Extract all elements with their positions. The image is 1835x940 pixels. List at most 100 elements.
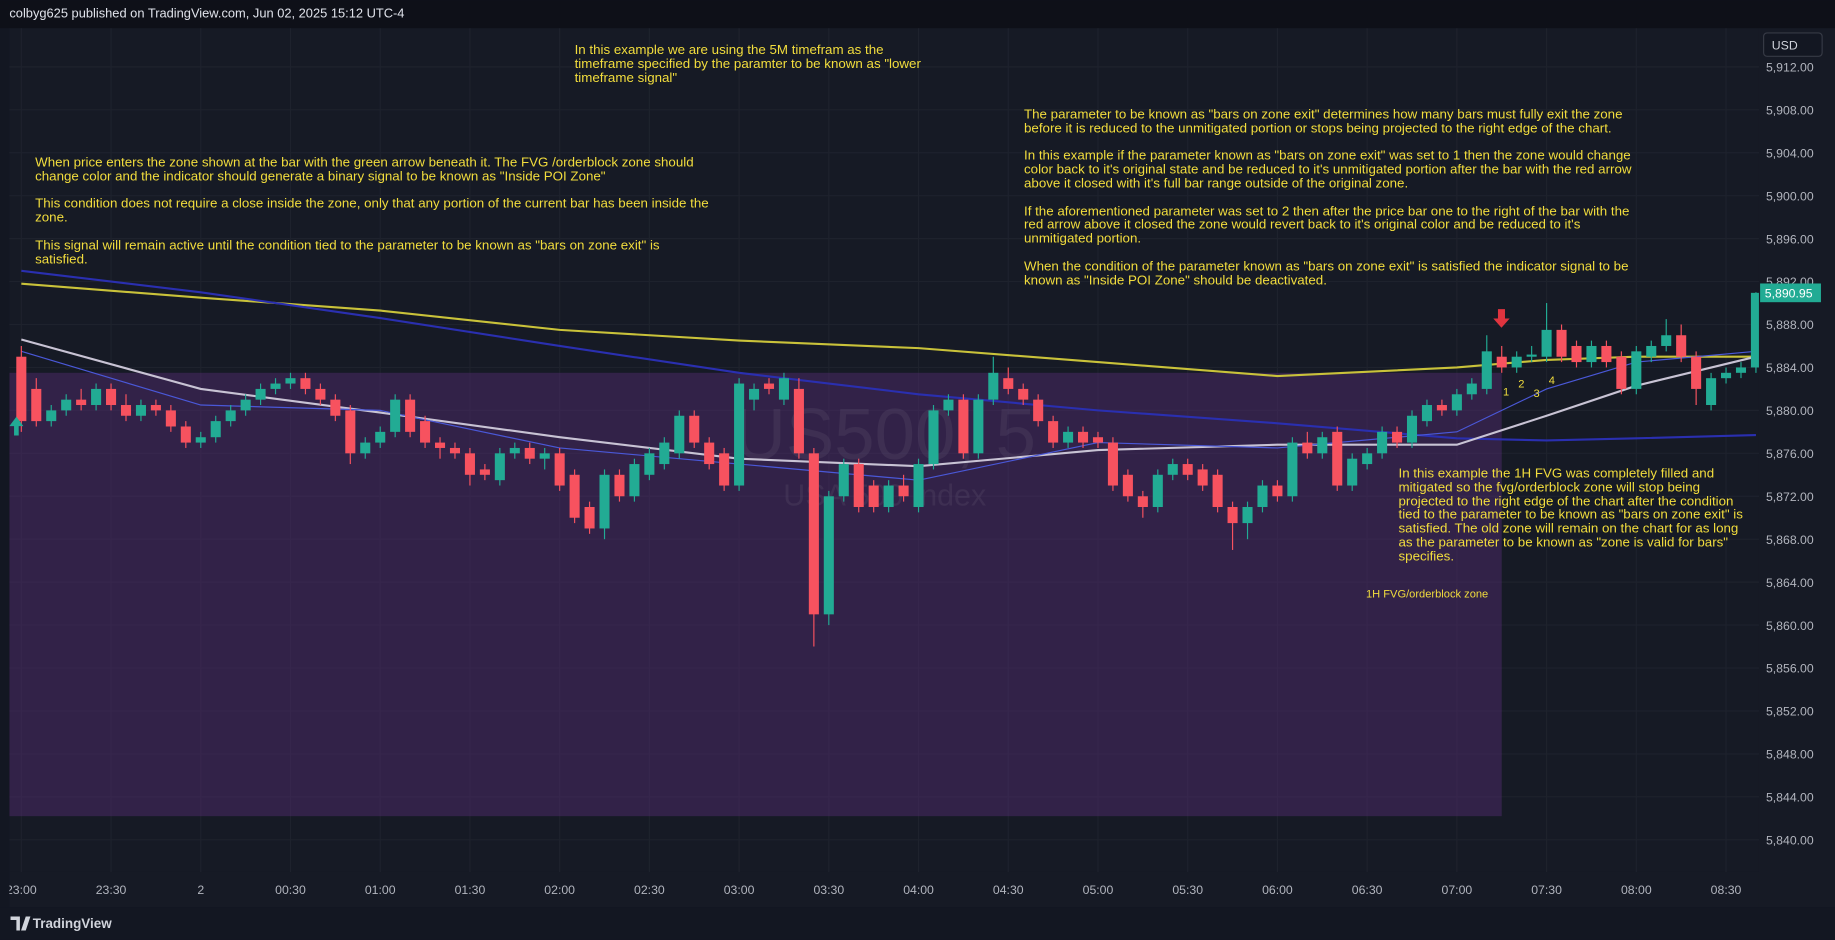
candle-body xyxy=(120,405,132,416)
y-tick-label: 5,876.00 xyxy=(1766,447,1814,461)
candle-body xyxy=(1661,335,1672,346)
watermark: US500, 5 xyxy=(733,394,1035,475)
candle-body xyxy=(420,421,431,443)
candle-body xyxy=(1706,378,1717,406)
candle-body xyxy=(16,356,27,422)
candle-body xyxy=(1302,442,1313,454)
candle-body xyxy=(434,442,446,448)
footer-bar xyxy=(0,907,1835,940)
candle-body xyxy=(1421,405,1432,422)
annotation-paragraph: In this example if the parameter known a… xyxy=(1023,149,1632,191)
candle-body xyxy=(464,453,475,475)
axis-layer: 5,840.00 5,844.00 5,848.00 5,852.00 5,856.00… xyxy=(1366,61,1821,847)
x-tick-label: 23:30 xyxy=(96,883,127,897)
time-axis xyxy=(9,871,1759,908)
candle-body xyxy=(569,474,580,518)
annotation: In this example we are using the 5M time… xyxy=(575,45,926,86)
candle-body xyxy=(1167,464,1178,475)
annotation-paragraph: This condition does not require a close … xyxy=(35,197,709,226)
x-tick-label: 03:30 xyxy=(813,883,844,897)
zone-label: 1H FVG/orderblock zone xyxy=(1366,589,1488,601)
x-tick-label: 05:00 xyxy=(1083,883,1114,897)
candle-body xyxy=(390,399,401,432)
candle-body xyxy=(614,474,625,497)
candle-body xyxy=(599,474,610,529)
candle-body xyxy=(315,388,326,400)
candle-body xyxy=(1631,351,1642,389)
candle-body xyxy=(659,442,670,465)
candle-body xyxy=(1257,485,1268,508)
candle-body xyxy=(1122,474,1133,497)
candle-body xyxy=(898,485,909,497)
x-tick-label: 01:00 xyxy=(365,883,396,897)
annotation-text: When price enters the zone shown at the … xyxy=(35,157,711,267)
candle-body xyxy=(360,442,371,454)
candle-body xyxy=(943,399,954,411)
candle-body xyxy=(1676,335,1687,357)
candle-body xyxy=(958,399,969,454)
candle-body xyxy=(554,453,565,486)
candle-body xyxy=(1197,469,1208,486)
candle-body xyxy=(1107,442,1118,486)
candle-body xyxy=(853,464,864,508)
candle-body xyxy=(883,485,894,508)
candle-body xyxy=(928,410,939,465)
candle-body xyxy=(255,388,266,400)
candle-body xyxy=(838,464,849,497)
x-tick-label: 08:30 xyxy=(1711,883,1742,897)
candle-body xyxy=(46,410,57,422)
candle-body xyxy=(1227,507,1238,524)
candle-body xyxy=(1332,431,1343,486)
candles-layer xyxy=(16,292,1759,647)
x-tick-label: 08:00 xyxy=(1621,883,1652,897)
annotation-paragraph: This signal will remain active until the… xyxy=(35,238,660,267)
candle-body xyxy=(345,410,356,454)
candle-body xyxy=(973,399,984,454)
annotation-text: In this example we are using the 5M time… xyxy=(575,45,926,86)
candle-body xyxy=(749,388,760,400)
candle-body xyxy=(1616,356,1627,389)
candle-body xyxy=(1377,431,1388,454)
x-tick-label: 07:30 xyxy=(1531,883,1562,897)
candle-body xyxy=(584,507,595,529)
candle-body xyxy=(106,388,117,406)
y-tick-label: 5,860.00 xyxy=(1766,619,1814,633)
candle-body xyxy=(1212,474,1223,508)
annotations: In this example we are using the 5M time… xyxy=(35,45,1743,564)
candle-body xyxy=(674,415,685,454)
annotation-paragraph: In this example we are using the 5M time… xyxy=(574,44,921,86)
moving-average xyxy=(21,269,1756,442)
y-tick-label: 5,880.00 xyxy=(1766,404,1814,418)
footer-text: TradingView xyxy=(33,916,112,931)
y-tick-label: 5,904.00 xyxy=(1766,146,1814,160)
y-tick-label: 5,896.00 xyxy=(1766,232,1814,246)
x-tick-label: 00:30 xyxy=(275,883,306,897)
candle-body xyxy=(1601,345,1612,363)
candle-body xyxy=(808,453,819,615)
last-price-box xyxy=(1760,283,1821,303)
x-tick-label: 06:00 xyxy=(1262,883,1293,897)
annotation-paragraph: The parameter to be known as "bars on zo… xyxy=(1023,108,1623,136)
candle-body xyxy=(868,485,879,508)
candle-body xyxy=(1347,458,1358,486)
exit-count: 4 xyxy=(1549,375,1555,387)
candle-body xyxy=(913,464,924,508)
exit-count: 3 xyxy=(1533,388,1539,400)
candle-body xyxy=(1511,356,1522,368)
candle-body xyxy=(1481,351,1492,389)
candle-body xyxy=(524,447,535,459)
candle-body xyxy=(405,399,416,432)
candle-body xyxy=(1721,372,1732,379)
candle-body xyxy=(629,464,640,497)
candle-body xyxy=(61,399,72,411)
annotation-paragraph: When price enters the zone shown at the … xyxy=(35,156,694,184)
candle-body xyxy=(719,453,730,486)
candle-body xyxy=(1272,485,1283,497)
annotation-paragraph: When the condition of the parameter know… xyxy=(1023,259,1629,288)
candle-body xyxy=(135,405,146,416)
candle-body xyxy=(150,405,161,411)
annotation: In this example the 1H FVG was completel… xyxy=(1398,468,1742,564)
y-tick-label: 5,856.00 xyxy=(1766,662,1814,676)
